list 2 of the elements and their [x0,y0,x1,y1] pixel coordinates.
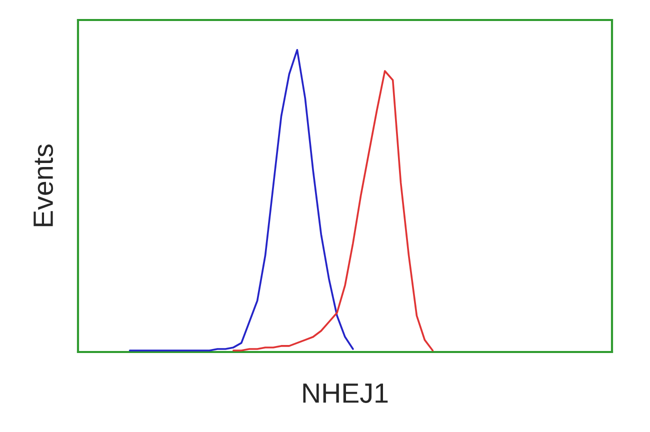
y-axis-title: Events [34,144,54,226]
x-axis-title: NHEJ1 [303,384,388,403]
